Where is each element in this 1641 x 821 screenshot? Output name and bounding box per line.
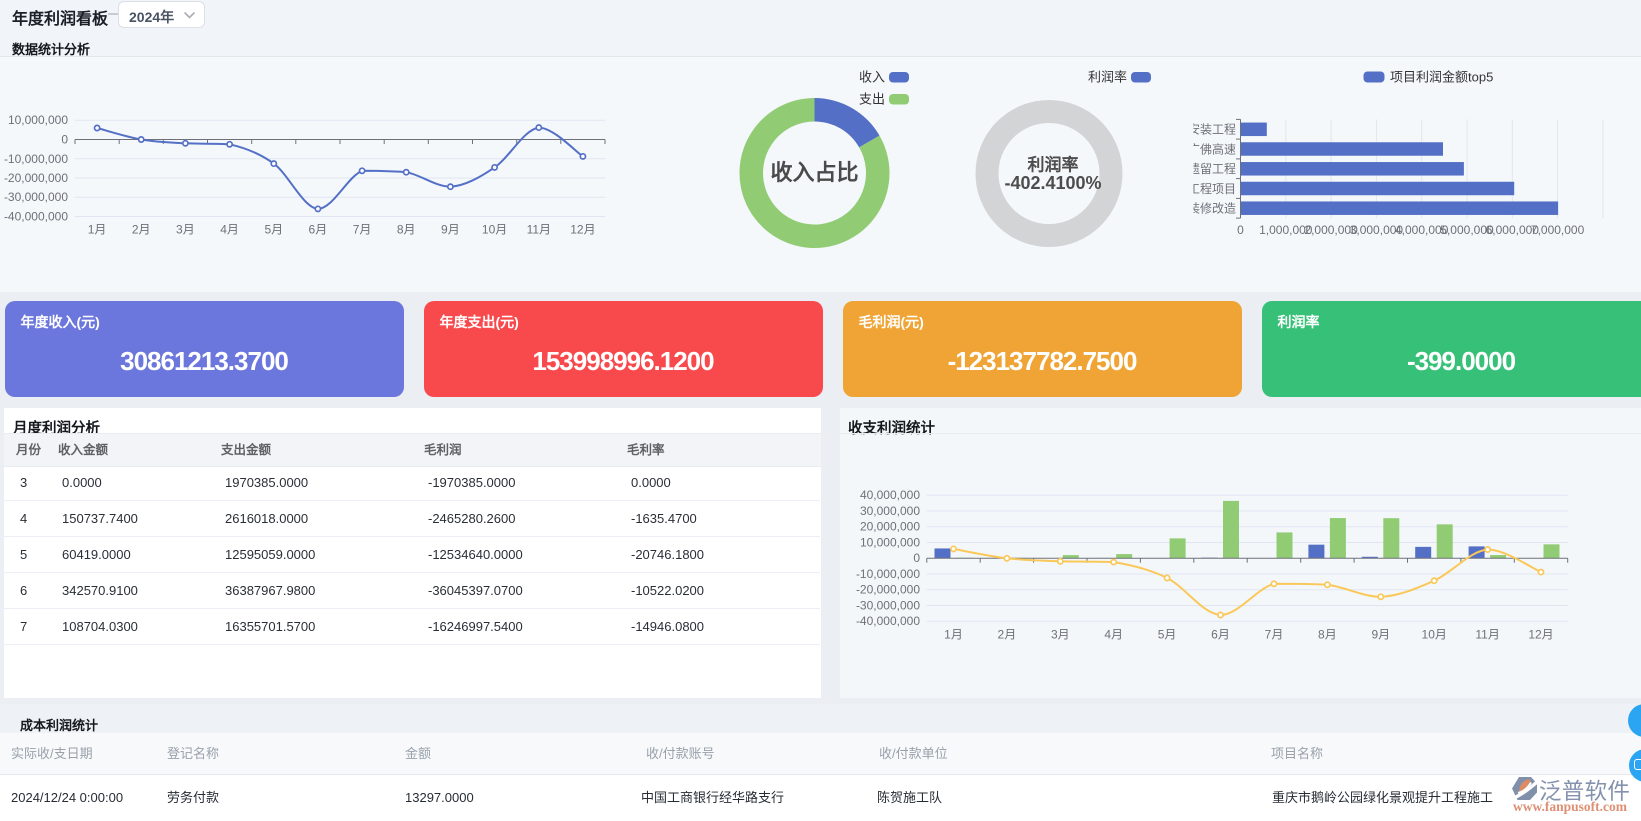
svg-text:广佛高速: 广佛高速 (1188, 141, 1236, 156)
svg-text:2,000,000: 2,000,000 (1304, 223, 1358, 237)
svg-text:-20,000,000: -20,000,000 (4, 171, 68, 185)
svg-text:8月: 8月 (397, 223, 416, 237)
svg-text:0: 0 (61, 133, 68, 147)
svg-text:1月: 1月 (88, 223, 107, 237)
svg-text:项目利润金额top5: 项目利润金额top5 (1390, 70, 1493, 85)
svg-text:10月: 10月 (482, 223, 507, 237)
svg-text:-40,000,000: -40,000,000 (4, 210, 68, 224)
svg-text:2月: 2月 (132, 223, 151, 237)
svg-text:支出: 支出 (859, 92, 885, 107)
svg-text:遗留工程: 遗留工程 (1188, 161, 1236, 176)
svg-text:7,000,000: 7,000,000 (1531, 223, 1585, 237)
svg-text:-402.4100%: -402.4100% (1004, 173, 1101, 193)
svg-text:装修改造: 装修改造 (1188, 201, 1236, 216)
svg-text:6月: 6月 (309, 223, 328, 237)
svg-text:4,000,000: 4,000,000 (1395, 223, 1449, 237)
svg-text:10,000,000: 10,000,000 (8, 113, 68, 127)
svg-text:利润率: 利润率 (1088, 70, 1127, 85)
svg-text:收入占比: 收入占比 (770, 160, 858, 185)
svg-text:4月: 4月 (220, 223, 239, 237)
svg-text:9月: 9月 (441, 223, 460, 237)
svg-text:12月: 12月 (570, 223, 595, 237)
svg-text:11月: 11月 (527, 223, 551, 237)
svg-text:利润率: 利润率 (1028, 155, 1079, 175)
svg-text:-10,000,000: -10,000,000 (4, 152, 68, 166)
svg-text:-30,000,000: -30,000,000 (4, 190, 68, 204)
svg-text:5月: 5月 (264, 223, 283, 237)
svg-text:0: 0 (1237, 223, 1244, 237)
svg-text:3月: 3月 (176, 223, 195, 237)
svg-text:3,000,000: 3,000,000 (1350, 223, 1404, 237)
svg-text:安装工程: 安装工程 (1188, 122, 1236, 137)
svg-text:工程项目: 工程项目 (1188, 181, 1236, 196)
svg-text:7月: 7月 (353, 223, 372, 237)
svg-text:5,000,000: 5,000,000 (1440, 223, 1494, 237)
svg-text:1,000,000: 1,000,000 (1259, 223, 1313, 237)
svg-text:6,000,000: 6,000,000 (1486, 223, 1540, 237)
svg-text:收入: 收入 (859, 70, 885, 85)
